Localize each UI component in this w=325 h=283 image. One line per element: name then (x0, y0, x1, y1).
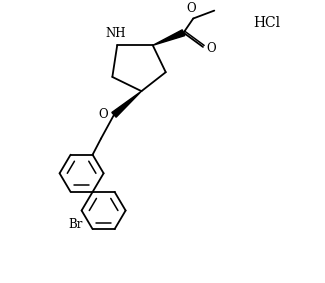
Text: Br: Br (68, 218, 82, 231)
Text: O: O (207, 42, 216, 55)
Text: O: O (187, 2, 196, 15)
Polygon shape (153, 30, 185, 45)
Polygon shape (112, 91, 141, 117)
Text: NH: NH (105, 27, 126, 40)
Text: HCl: HCl (253, 16, 280, 30)
Text: O: O (98, 108, 108, 121)
